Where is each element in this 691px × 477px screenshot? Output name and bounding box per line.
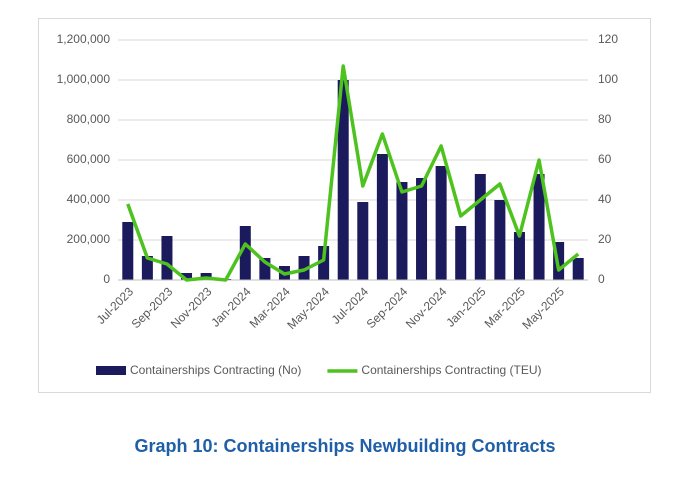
bar [259,258,271,280]
bar [239,226,251,280]
bar [122,222,134,280]
y-tick-label: 200,000 [67,232,111,246]
y2-tick-label: 20 [598,232,612,246]
legend-swatch [96,366,126,375]
bar [337,80,349,280]
y2-tick-label: 40 [598,192,612,206]
bar [455,226,467,280]
bar [513,232,525,280]
bar [357,202,369,280]
y-tick-label: 800,000 [67,112,111,126]
bar [376,154,388,280]
bar [181,273,193,280]
bar [572,258,584,280]
legend-label: Containerships Contracting (TEU) [361,363,541,377]
legend-label: Containerships Contracting (No) [130,363,301,377]
bar [396,182,408,280]
bar [416,178,428,280]
y-tick-label: 400,000 [67,192,111,206]
bar [141,256,153,280]
bar [298,256,310,280]
line [126,64,580,282]
bar [494,200,506,280]
bar [435,166,447,280]
y-tick-label: 0 [103,272,110,286]
y2-tick-label: 80 [598,112,612,126]
bar [533,174,545,280]
y-tick-label: 1,200,000 [57,32,111,46]
bar [474,174,486,280]
caption: Graph 10: Containerships Newbuilding Con… [134,436,555,456]
y-tick-label: 1,000,000 [57,72,111,86]
y2-tick-label: 0 [598,272,605,286]
bar [318,246,330,280]
y-tick-label: 600,000 [67,152,111,166]
y2-tick-label: 60 [598,152,612,166]
y2-tick-label: 100 [598,72,618,86]
y2-tick-label: 120 [598,32,618,46]
bar [161,236,173,280]
